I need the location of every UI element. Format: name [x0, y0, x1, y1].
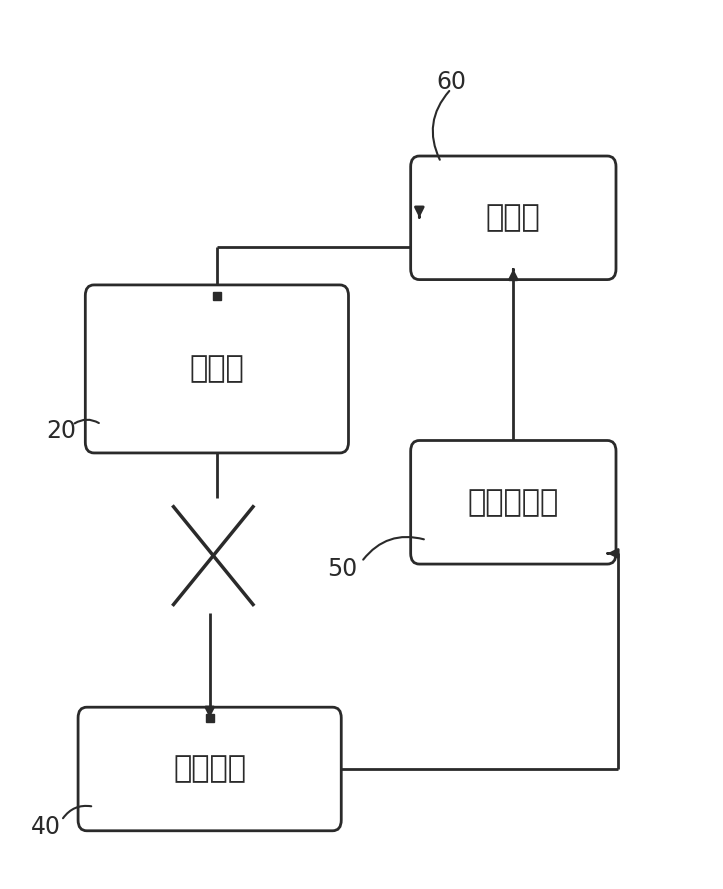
Text: 20: 20 [46, 420, 77, 443]
FancyBboxPatch shape [411, 156, 616, 279]
Text: 液压泵: 液压泵 [189, 355, 244, 383]
FancyBboxPatch shape [78, 708, 341, 830]
Text: 50: 50 [328, 557, 358, 581]
Text: 液压悬置: 液压悬置 [174, 755, 246, 783]
Text: 60: 60 [436, 70, 466, 93]
Text: 40: 40 [30, 815, 61, 838]
Text: 储液罐: 储液罐 [486, 204, 541, 232]
Text: 单向泄压阀: 单向泄压阀 [468, 488, 559, 517]
FancyBboxPatch shape [411, 441, 616, 564]
FancyBboxPatch shape [85, 284, 348, 453]
